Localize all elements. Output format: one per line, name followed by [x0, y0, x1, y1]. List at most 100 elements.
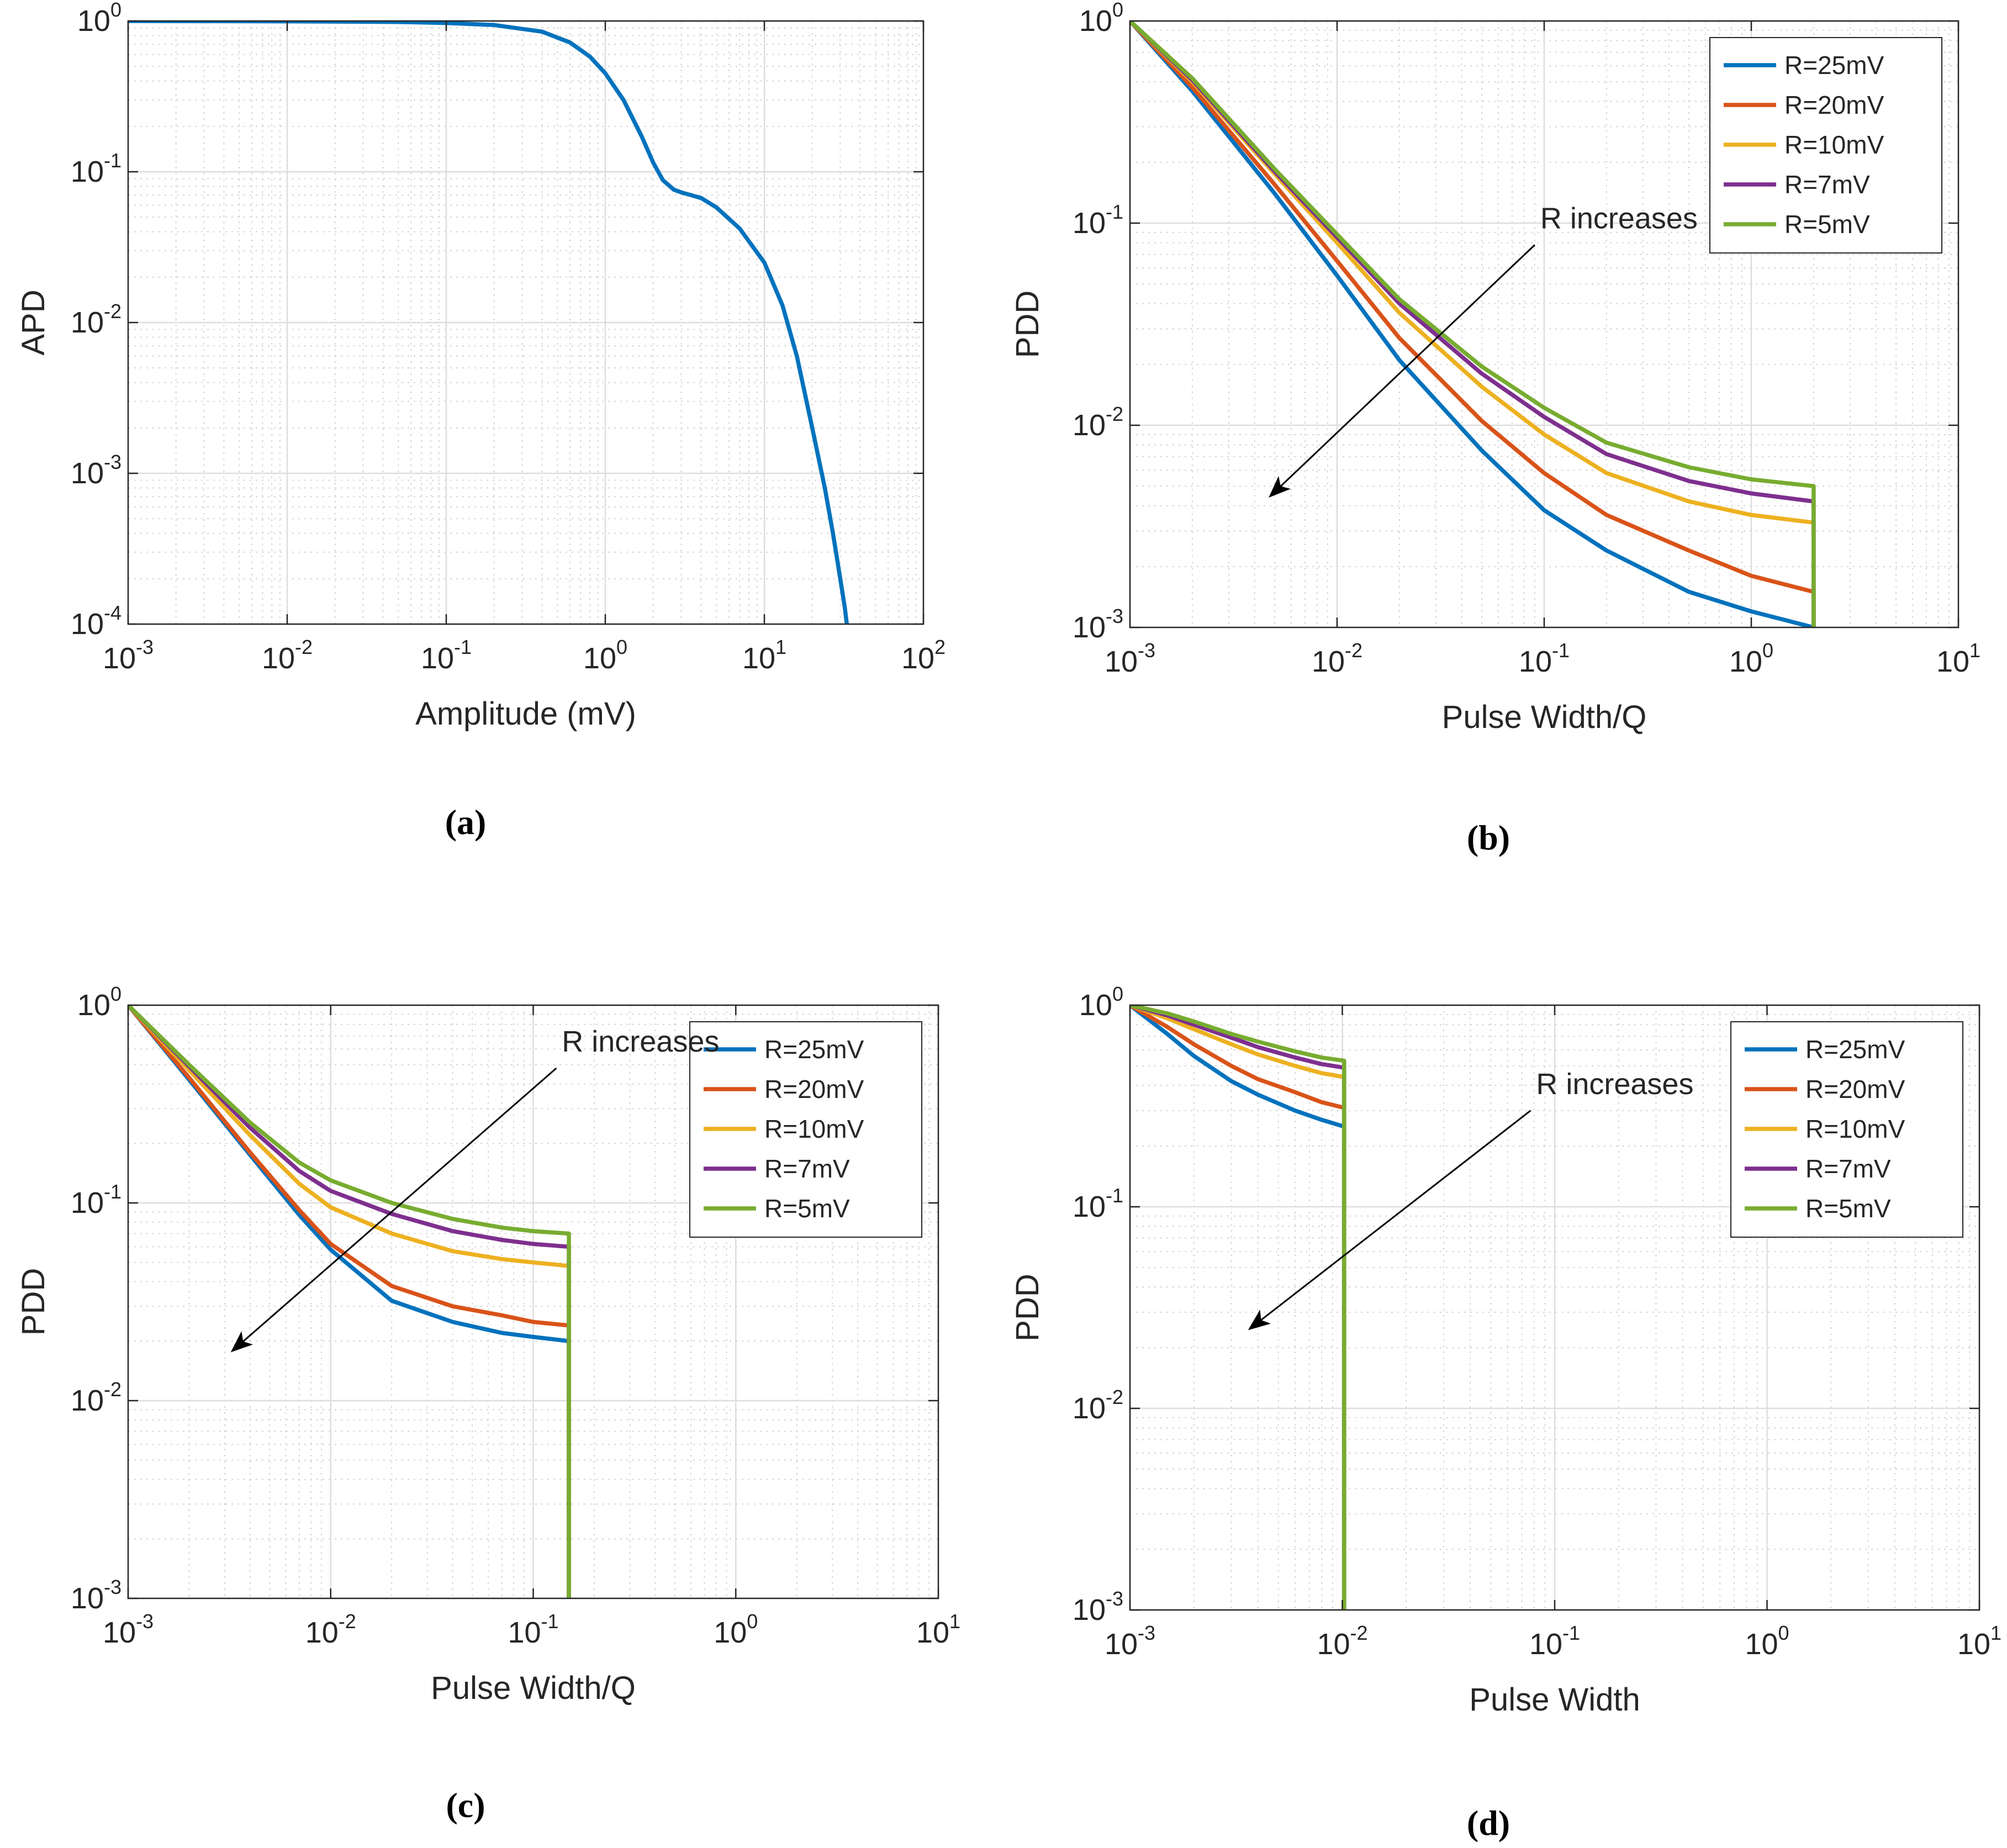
tick-exponent: 1 — [1969, 639, 1980, 662]
tick-base: 10 — [262, 642, 295, 675]
tick-exponent: -1 — [104, 1180, 122, 1203]
x-tick-label: 101 — [916, 1610, 960, 1649]
tick-exponent: 0 — [110, 983, 122, 1005]
tick-base: 10 — [1073, 1392, 1106, 1425]
x-tick-label: 10-1 — [508, 1610, 558, 1649]
y-tick-label: 100 — [77, 983, 122, 1022]
y-tick-label: 10-2 — [1073, 403, 1123, 442]
legend-entry: R=25mV — [764, 1035, 864, 1064]
legend-entry: R=20mV — [1805, 1075, 1905, 1103]
tick-exponent: -3 — [104, 451, 122, 473]
x-tick-label: 10-2 — [305, 1610, 356, 1649]
tick-exponent: -2 — [295, 636, 313, 658]
legend-entry: R=25mV — [1805, 1035, 1905, 1064]
tick-base: 10 — [1079, 989, 1112, 1022]
legend-entry: R=5mV — [1784, 210, 1870, 239]
tick-base: 10 — [1079, 4, 1112, 38]
series-line-r-7mv — [1130, 1005, 1346, 1610]
legend-entry: R=7mV — [1784, 170, 1870, 199]
tick-exponent: -3 — [136, 1610, 154, 1633]
y-tick-label: 10-1 — [1073, 1184, 1123, 1223]
legend-entry: R=7mV — [764, 1154, 850, 1183]
legend-entry: R=10mV — [1805, 1115, 1905, 1143]
tick-base: 10 — [1105, 1628, 1138, 1661]
panel-caption: (c) — [446, 1786, 485, 1825]
tick-exponent: -1 — [1106, 1184, 1123, 1207]
x-axis-label: Pulse Width — [1469, 1682, 1640, 1718]
tick-base: 10 — [71, 457, 104, 490]
tick-exponent: 0 — [616, 636, 627, 658]
series-line-r-20mv — [1130, 21, 1816, 627]
tick-base: 10 — [71, 306, 104, 339]
tick-exponent: -3 — [136, 636, 154, 658]
tick-base: 10 — [916, 1616, 949, 1649]
tick-base: 10 — [1957, 1628, 1990, 1661]
tick-exponent: 0 — [1112, 983, 1123, 1005]
x-tick-label: 100 — [1745, 1622, 1789, 1661]
tick-base: 10 — [1936, 645, 1969, 678]
tick-exponent: 0 — [110, 0, 122, 21]
x-tick-label: 10-1 — [1529, 1622, 1580, 1661]
y-tick-label: 10-2 — [71, 300, 122, 339]
ticks — [127, 20, 925, 625]
y-tick-label: 10-3 — [71, 451, 122, 490]
tick-base: 10 — [71, 1384, 104, 1417]
annotation-arrow — [1248, 1110, 1531, 1330]
y-tick-label: 10-1 — [71, 149, 122, 188]
legend-entry: R=10mV — [764, 1115, 864, 1143]
y-tick-label: 10-4 — [71, 601, 122, 641]
y-tick-label: 10-3 — [1073, 605, 1123, 644]
series-line-r-5mv — [128, 1005, 571, 1598]
x-tick-label: 10-3 — [103, 1610, 154, 1649]
ticks — [1129, 20, 1960, 629]
tick-exponent: -2 — [1106, 1386, 1123, 1408]
tick-exponent: -2 — [1106, 403, 1123, 425]
legend-entry: R=25mV — [1784, 51, 1884, 80]
x-axis-label: Pulse Width/Q — [431, 1670, 636, 1706]
tick-base: 10 — [71, 1186, 104, 1219]
x-tick-label: 10-2 — [1312, 639, 1362, 678]
tick-exponent: -1 — [541, 1610, 559, 1633]
legend: R=25mV R=20mV R=10mV R=7mV R=5mV — [1730, 1021, 1963, 1238]
series-group — [1130, 1005, 1346, 1610]
annotation-arrow — [1269, 244, 1535, 498]
tick-base: 10 — [77, 989, 110, 1022]
grid — [128, 21, 923, 624]
tick-exponent: -2 — [104, 1378, 122, 1401]
tick-exponent: 1 — [949, 1610, 960, 1633]
tick-base: 10 — [714, 1616, 747, 1649]
tick-exponent: 2 — [934, 636, 946, 658]
x-axis-label: Pulse Width/Q — [1442, 699, 1647, 735]
annotation-text: R increases — [1536, 1068, 1693, 1101]
series-line-apd — [128, 21, 849, 624]
tick-base: 10 — [103, 1616, 136, 1649]
tick-base: 10 — [508, 1616, 541, 1649]
x-tick-label: 10-1 — [421, 636, 472, 675]
tick-base: 10 — [103, 642, 136, 675]
tick-base: 10 — [1073, 1593, 1106, 1627]
series-group — [128, 21, 849, 624]
tick-base: 10 — [901, 642, 934, 675]
x-tick-label: 101 — [1957, 1622, 2001, 1661]
x-tick-label: 10-2 — [1317, 1622, 1367, 1661]
tick-base: 10 — [71, 1582, 104, 1615]
series-line-r-20mv — [1130, 1005, 1346, 1610]
tick-base: 10 — [1073, 1190, 1106, 1223]
tick-exponent: -3 — [104, 1576, 122, 1598]
tick-exponent: -3 — [1106, 605, 1123, 627]
series-line-r-20mv — [128, 1005, 571, 1598]
series-line-r-5mv — [1130, 1005, 1346, 1610]
tick-base: 10 — [1519, 645, 1552, 678]
tick-base: 10 — [1312, 645, 1345, 678]
panel-caption: (d) — [1467, 1803, 1510, 1842]
annotation-text: R increases — [562, 1025, 719, 1058]
x-tick-label: 10-1 — [1519, 639, 1570, 678]
legend: R=25mV R=20mV R=10mV R=7mV R=5mV — [689, 1021, 922, 1238]
tick-base: 10 — [1073, 611, 1106, 644]
y-tick-label: 10-3 — [1073, 1587, 1123, 1627]
tick-exponent: 0 — [747, 1610, 758, 1633]
series-group — [1130, 21, 1816, 627]
series-line-r-25mv — [1130, 1005, 1346, 1610]
